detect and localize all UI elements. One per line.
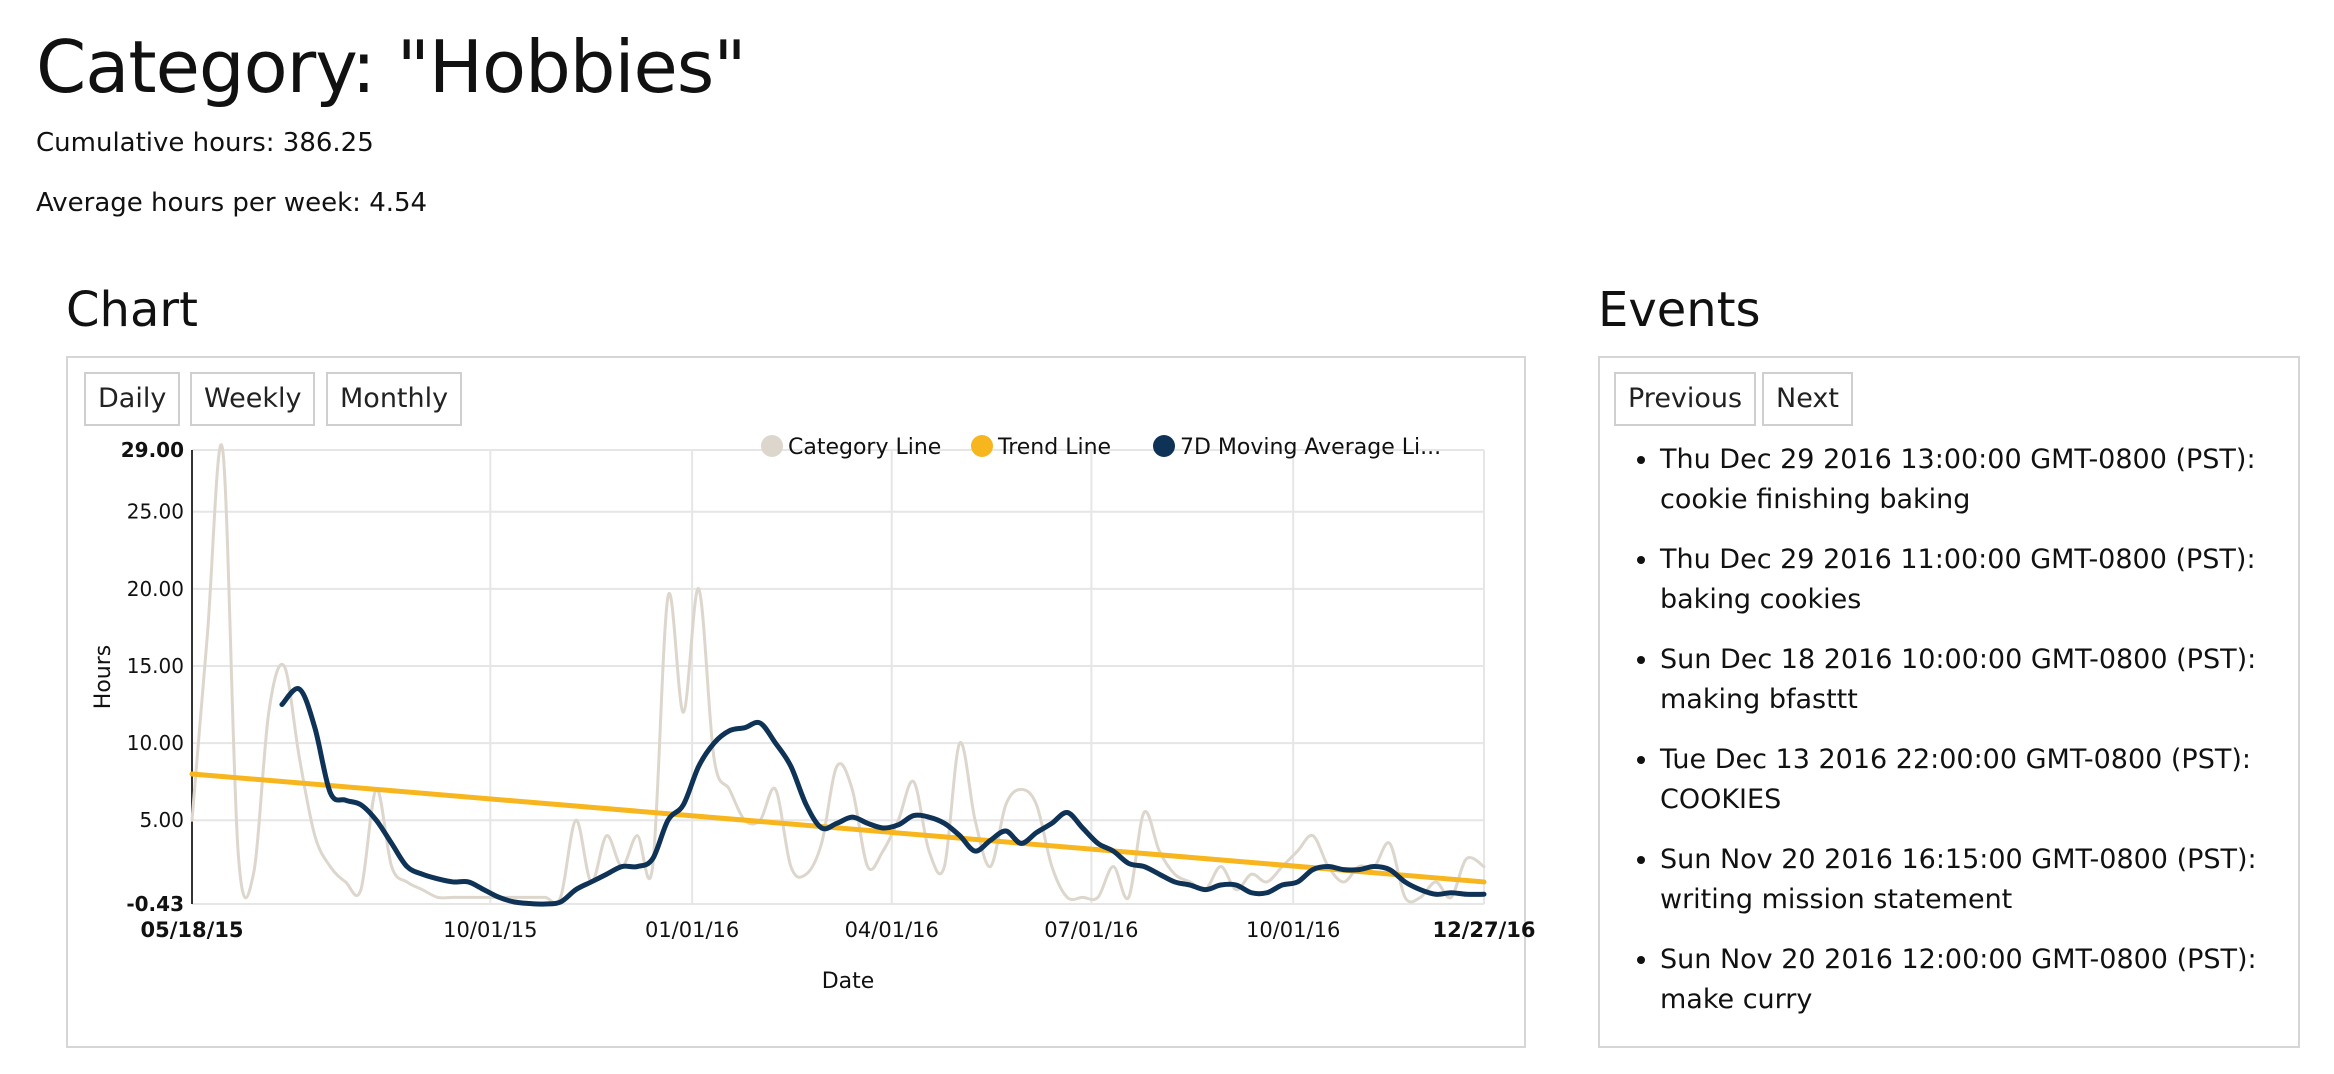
y-tick-label: 20.00 (127, 577, 184, 601)
event-item: Tue Dec 13 2016 22:00:00 GMT-0800 (PST):… (1660, 740, 2280, 820)
trend-line (189, 771, 1487, 885)
x-tick-label: 10/01/16 (1246, 918, 1340, 942)
event-item: Sun Nov 20 2016 12:00:00 GMT-0800 (PST):… (1660, 940, 2280, 1020)
event-description: baking cookies (1660, 584, 1862, 615)
event-datetime: Thu Dec 29 2016 11:00:00 GMT-0800 (PST): (1660, 544, 2256, 575)
y-axis-label: Hours (91, 645, 116, 709)
cumulative-hours-text: Cumulative hours: 386.25 (36, 128, 374, 158)
x-tick-label: 04/01/16 (845, 918, 939, 942)
event-description: writing mission statement (1660, 884, 2013, 915)
legend-marker (761, 435, 783, 457)
legend-label: Trend Line (997, 435, 1111, 460)
y-tick-label: 15.00 (127, 654, 184, 678)
event-item: Thu Dec 29 2016 11:00:00 GMT-0800 (PST):… (1660, 540, 2280, 620)
legend-label: 7D Moving Average Li... (1180, 435, 1441, 460)
event-datetime: Sun Dec 18 2016 10:00:00 GMT-0800 (PST): (1660, 644, 2257, 675)
weekly-button[interactable]: Weekly (190, 372, 316, 426)
legend-label: Category Line (788, 435, 941, 460)
monthly-button[interactable]: Monthly (326, 372, 463, 426)
hours-chart: 29.00 25.00 20.00 15.00 10.00 5.00 -0.4305/18/… (91, 435, 1536, 994)
next-button[interactable]: Next (1762, 372, 1853, 426)
event-datetime: Sun Nov 20 2016 12:00:00 GMT-0800 (PST): (1660, 944, 2257, 975)
event-description: cookie finishing baking (1660, 484, 1971, 515)
event-description: make curry (1660, 984, 1813, 1015)
y-tick-label: -0.43 (126, 892, 184, 916)
x-axis-label: Date (822, 969, 875, 994)
x-tick-label: 01/01/16 (645, 918, 739, 942)
chart-section-title: Chart (66, 282, 198, 338)
y-tick-label: 29.00 (121, 438, 184, 462)
page-title: Category: "Hobbies" (36, 25, 746, 109)
previous-button[interactable]: Previous (1614, 372, 1757, 426)
events-panel: Previous Next Thu Dec 29 2016 13:00:00 G… (1598, 356, 2300, 1048)
event-datetime: Thu Dec 29 2016 13:00:00 GMT-0800 (PST): (1660, 444, 2256, 475)
x-tick-label: 05/18/15 (140, 918, 243, 942)
event-item: Sun Nov 20 2016 16:15:00 GMT-0800 (PST):… (1660, 840, 2280, 920)
average-hours-text: Average hours per week: 4.54 (36, 188, 428, 218)
x-tick-label: 12/27/16 (1432, 918, 1535, 942)
legend-marker (971, 435, 993, 457)
y-tick-label: 25.00 (127, 500, 184, 524)
moving-average-line (279, 686, 1487, 907)
daily-button[interactable]: Daily (84, 372, 181, 426)
chart-panel: Daily Weekly Monthly 29.00 25.00 20.00 15.0… (66, 356, 1536, 1048)
event-datetime: Sun Nov 20 2016 16:15:00 GMT-0800 (PST): (1660, 844, 2257, 875)
event-datetime: Tue Dec 13 2016 22:00:00 GMT-0800 (PST): (1660, 744, 2251, 775)
y-tick-label: 10.00 (127, 731, 184, 755)
event-item: Thu Dec 29 2016 13:00:00 GMT-0800 (PST):… (1660, 440, 2280, 520)
y-tick-label: 5.00 (139, 808, 184, 832)
x-tick-label: 10/01/15 (443, 918, 537, 942)
category-line (190, 443, 1486, 905)
x-tick-label: 07/01/16 (1044, 918, 1138, 942)
events-section-title: Events (1598, 282, 1761, 338)
event-description: making bfasttt (1660, 684, 1858, 715)
legend-marker (1153, 435, 1175, 457)
event-item: Sun Dec 18 2016 10:00:00 GMT-0800 (PST):… (1660, 640, 2280, 720)
event-description: COOKIES (1660, 784, 1782, 815)
events-list: Thu Dec 29 2016 13:00:00 GMT-0800 (PST):… (1660, 440, 2280, 1040)
